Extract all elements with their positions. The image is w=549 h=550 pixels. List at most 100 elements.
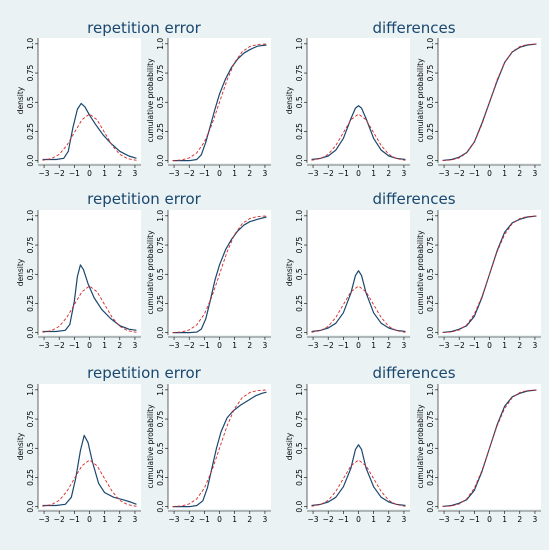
panel-r2-c4: 0.0 0.25 0.5 0.75 1.0 −3 −2 −1 0 1 2 3 cumulative pr… (416, 210, 541, 350)
y-tick-label: 0.25 (295, 123, 304, 140)
x-tick-label: 2 (386, 169, 391, 178)
x-tick-label: 2 (117, 341, 122, 350)
x-tick-label: 2 (386, 341, 391, 350)
panel-r2-c2: 0.0 0.25 0.5 0.75 1.0 −3 −2 −1 0 1 2 3 cumulative pr… (146, 210, 271, 350)
y-tick-label: 0.25 (426, 469, 435, 486)
normal-reference-line (442, 215, 537, 333)
x-tick-label: 3 (263, 341, 268, 350)
x-tick-label: 0 (487, 169, 492, 178)
x-tick-label: −3 (308, 515, 319, 524)
y-axis-title: cumulative probability (416, 230, 425, 315)
x-tick-label: 3 (402, 515, 407, 524)
y-axis-title: density (285, 86, 294, 114)
x-tick-label: −2 (54, 515, 65, 524)
y-tick-label: 1.0 (426, 210, 435, 222)
x-tick-label: 3 (402, 169, 407, 178)
x-tick-label: 0 (487, 515, 492, 524)
x-tick-label: −1 (199, 341, 210, 350)
y-tick-label: 0.25 (26, 469, 35, 486)
x-tick-label: 0 (356, 515, 361, 524)
x-tick-label: 1 (502, 515, 507, 524)
y-tick-label: 0.5 (426, 96, 435, 108)
y-tick-label: 1.0 (156, 38, 165, 50)
x-tick-label: 3 (402, 341, 407, 350)
y-axis-title: density (16, 86, 25, 114)
x-tick-label: 2 (517, 515, 522, 524)
y-tick-label: 0.75 (26, 236, 35, 253)
y-tick-label: 0.75 (426, 410, 435, 427)
y-tick-label: 0.5 (26, 268, 35, 280)
x-tick-label: −3 (39, 169, 50, 178)
x-tick-label: −2 (454, 515, 465, 524)
x-tick-label: 2 (117, 515, 122, 524)
x-tick-label: 0 (217, 515, 222, 524)
y-tick-label: 0.5 (295, 96, 304, 108)
x-tick-label: −1 (199, 515, 210, 524)
normal-reference-line (311, 459, 406, 507)
x-tick-label: 2 (247, 515, 252, 524)
y-tick-label: 0.25 (156, 123, 165, 140)
x-tick-label: 3 (133, 169, 138, 178)
row1-right-title: differences (372, 19, 456, 37)
y-tick-label: 0.25 (426, 295, 435, 312)
x-tick-label: −1 (338, 169, 349, 178)
x-tick-label: 1 (371, 169, 376, 178)
normal-reference-line (311, 285, 406, 333)
x-tick-label: −2 (184, 341, 195, 350)
x-tick-label: −3 (439, 341, 450, 350)
x-tick-label: −1 (338, 515, 349, 524)
y-tick-label: 1.0 (295, 38, 304, 50)
x-tick-label: −3 (439, 515, 450, 524)
y-tick-label: 1.0 (295, 210, 304, 222)
y-tick-label: 1.0 (26, 384, 35, 396)
panel-r1-c2: 0.0 0.25 0.5 0.75 1.0 −3 −2 −1 0 1 2 3 cumulative pr… (146, 38, 271, 178)
x-tick-label: −2 (184, 169, 195, 178)
y-tick-label: 0.5 (295, 268, 304, 280)
panel-r1-c1: 0.0 0.25 0.5 0.75 1.0 −3 −2 −1 0 1 2 3 density (16, 38, 141, 178)
x-tick-label: 1 (232, 515, 237, 524)
x-tick-label: 3 (263, 169, 268, 178)
x-tick-label: −1 (69, 515, 80, 524)
x-tick-label: 1 (232, 169, 237, 178)
plot-area (168, 38, 271, 163)
normal-reference-line (42, 113, 137, 161)
y-tick-label: 0.5 (426, 268, 435, 280)
y-tick-label: 0.5 (156, 96, 165, 108)
x-tick-label: 0 (217, 341, 222, 350)
x-tick-label: −1 (469, 169, 480, 178)
x-tick-label: 1 (102, 515, 107, 524)
y-axis-title: cumulative probability (416, 58, 425, 143)
normal-reference-line (172, 43, 267, 161)
y-axis-title: cumulative probability (416, 404, 425, 489)
x-tick-label: 1 (102, 341, 107, 350)
y-tick-label: 0.0 (156, 154, 165, 166)
row3-left-title: repetition error (87, 364, 201, 382)
y-tick-label: 0.25 (26, 123, 35, 140)
y-tick-label: 0.75 (426, 236, 435, 253)
y-tick-label: 0.0 (295, 500, 304, 512)
panel-r2-c1: 0.0 0.25 0.5 0.75 1.0 −3 −2 −1 0 1 2 3 density (16, 210, 141, 350)
x-tick-label: −2 (323, 515, 334, 524)
plot-area (307, 384, 410, 509)
x-tick-label: 0 (217, 169, 222, 178)
x-tick-label: 0 (87, 169, 92, 178)
empirical-line (42, 102, 137, 161)
x-tick-label: −2 (323, 169, 334, 178)
plot-area (307, 38, 410, 163)
y-axis-title: cumulative probability (146, 404, 155, 489)
normal-reference-line (442, 389, 537, 507)
y-tick-label: 0.0 (26, 326, 35, 338)
x-tick-label: −3 (169, 169, 180, 178)
x-tick-label: 2 (517, 169, 522, 178)
x-tick-label: −2 (184, 515, 195, 524)
normal-reference-line (42, 459, 137, 507)
row1-left-title: repetition error (87, 19, 201, 37)
empirical-line (42, 434, 137, 507)
y-tick-label: 0.0 (426, 326, 435, 338)
x-tick-label: −2 (454, 169, 465, 178)
y-tick-label: 0.75 (26, 64, 35, 81)
x-tick-label: −3 (308, 341, 319, 350)
y-tick-label: 0.75 (426, 64, 435, 81)
y-tick-label: 0.75 (156, 236, 165, 253)
